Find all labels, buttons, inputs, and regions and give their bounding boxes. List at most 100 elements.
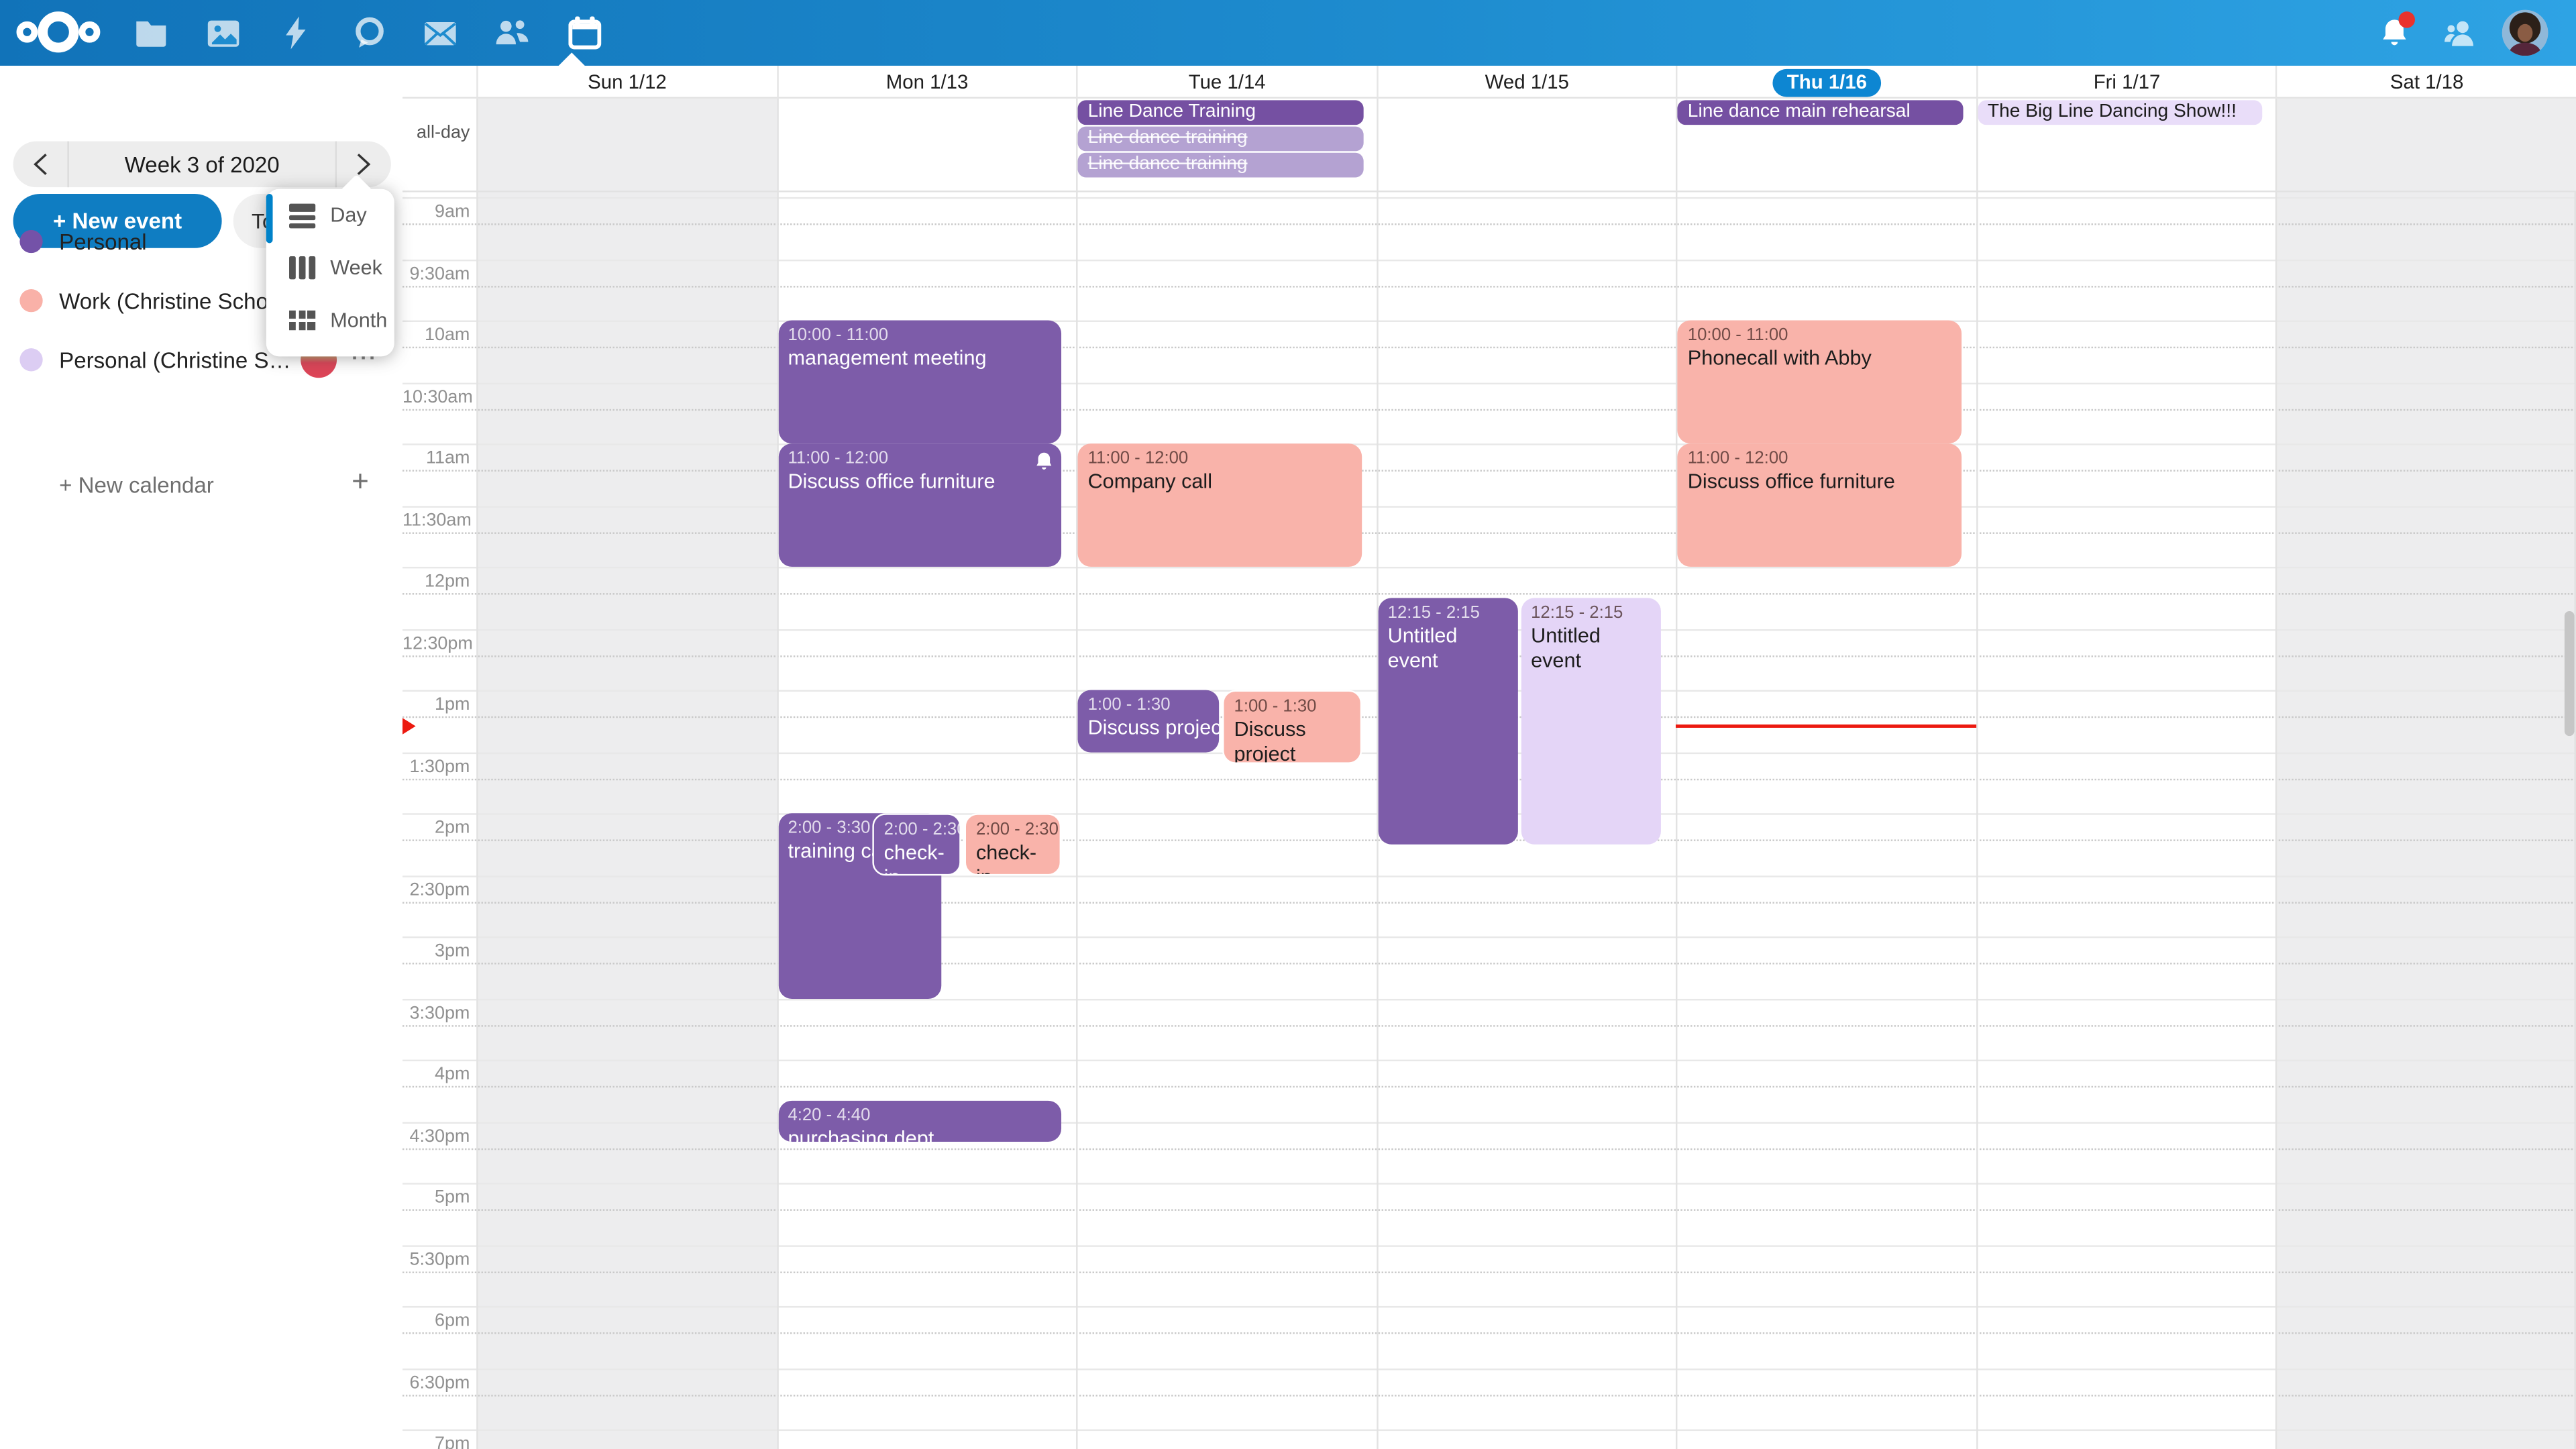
new-calendar-button[interactable]: + New calendar +: [0, 455, 402, 514]
files-icon[interactable]: [115, 0, 187, 66]
event-time: 1:00 - 1:30: [1087, 694, 1171, 715]
nextcloud-logo[interactable]: [16, 10, 101, 56]
talk-icon[interactable]: [333, 0, 406, 66]
half-slot-gridline: [402, 346, 2576, 349]
day-header-sat[interactable]: Sat 1/18: [2275, 65, 2576, 99]
column-border: [476, 192, 478, 1449]
half-slot-gridline: [402, 1393, 2576, 1396]
half-slot-gridline: [402, 963, 2576, 965]
user-avatar[interactable]: [2502, 9, 2548, 56]
half-slot-gridline: [402, 1024, 2576, 1026]
column-border: [1976, 192, 1978, 1449]
event-title: Company call: [1087, 470, 1213, 493]
all-day-event[interactable]: Line dance training: [1077, 152, 1363, 178]
half-slot-gridline: [402, 1147, 2576, 1150]
day-header-sun[interactable]: Sun 1/12: [476, 65, 776, 99]
event-time: 2:00 - 3:30: [788, 818, 871, 838]
column-border: [2275, 192, 2278, 1449]
event-phonecall-with-abby[interactable]: 10:00 - 11:00 Phonecall with Abby: [1678, 320, 1962, 444]
all-day-event[interactable]: Line dance main rehearsal: [1678, 100, 1964, 125]
time-label: 5:30pm: [409, 1249, 470, 1269]
week-navigation: Week 3 of 2020: [13, 141, 391, 188]
time-label: 10am: [424, 325, 470, 345]
calendar-icon[interactable]: [549, 0, 621, 66]
hour-gridline: [402, 258, 2576, 261]
new-event-button[interactable]: + New event: [13, 193, 222, 248]
event-management-meeting[interactable]: 10:00 - 11:00 management meeting: [777, 320, 1062, 444]
event-title: purchasing dept conversation: [788, 1126, 934, 1142]
previous-week-button[interactable]: [13, 142, 68, 188]
menu-item-week[interactable]: Week: [266, 241, 394, 294]
plus-icon: +: [352, 465, 369, 498]
day-label: Fri 1/17: [2093, 70, 2161, 94]
hour-gridline: [402, 998, 2576, 1000]
current-time-line: [1676, 724, 1976, 729]
reminder-bell-icon: [1035, 450, 1053, 480]
half-slot-gridline: [402, 1332, 2576, 1334]
contacts-icon[interactable]: [476, 0, 549, 66]
half-slot-gridline: [402, 223, 2576, 225]
time-label: 2:30pm: [409, 879, 470, 900]
vertical-scrollbar-thumb[interactable]: [2564, 611, 2575, 737]
event-title: Discuss project announcement: [1087, 716, 1220, 740]
calendar-color-dot: [19, 289, 43, 313]
calendar-list-item[interactable]: Work (Christine Schott): [0, 271, 402, 330]
hour-gridline: [402, 1305, 2576, 1308]
event-discuss-office-furniture[interactable]: 11:00 - 12:00 Discuss office furniture: [777, 443, 1062, 567]
day-header-mon[interactable]: Mon 1/13: [776, 65, 1076, 99]
calendar-sidebar: Week 3 of 2020 + New event Today Persona…: [0, 65, 402, 1449]
activity-icon[interactable]: [260, 0, 332, 66]
column-border: [1676, 192, 1678, 1449]
time-label: 3:30pm: [409, 1003, 470, 1023]
half-slot-gridline: [402, 470, 2576, 472]
day-label: Tue 1/14: [1188, 70, 1266, 94]
day-header-tue[interactable]: Tue 1/14: [1076, 65, 1376, 99]
notifications-bell-icon[interactable]: [2357, 0, 2430, 66]
all-day-event[interactable]: The Big Line Dancing Show!!!: [1978, 100, 2263, 125]
next-week-button[interactable]: [337, 142, 391, 188]
day-header-thu[interactable]: Thu 1/16: [1676, 65, 1976, 99]
all-day-event[interactable]: Line dance training: [1077, 126, 1363, 152]
event-time: 10:00 - 11:00: [1687, 325, 1788, 345]
current-week-label[interactable]: Week 3 of 2020: [124, 152, 280, 177]
menu-item-month[interactable]: Month: [266, 294, 394, 346]
half-slot-gridline: [402, 1271, 2576, 1273]
calendar-name: Personal (Christine Schott): [59, 347, 292, 372]
day-label: Mon 1/13: [885, 70, 969, 94]
calendar-name: Work (Christine Schott): [59, 288, 288, 313]
photos-icon[interactable]: [187, 0, 260, 66]
month-icon: [289, 311, 315, 330]
calendar-list-item[interactable]: Personal: [0, 212, 402, 271]
menu-item-day[interactable]: Day: [266, 189, 394, 241]
all-day-event[interactable]: Line Dance Training: [1077, 100, 1363, 125]
calendar-color-dot: [19, 229, 43, 254]
event-time: 11:00 - 12:00: [1087, 448, 1189, 468]
hour-gridline: [402, 1183, 2576, 1185]
day-header-wed[interactable]: Wed 1/15: [1376, 65, 1676, 99]
time-label: 6:30pm: [409, 1373, 470, 1393]
event-title: check-in: [883, 841, 945, 873]
day-header-fri[interactable]: Fri 1/17: [1976, 65, 2276, 99]
header-contacts-icon[interactable]: [2423, 0, 2496, 66]
column-border: [1376, 98, 1378, 191]
event-title: Phonecall with Abby: [1687, 346, 1872, 370]
event-time: 11:00 - 12:00: [788, 448, 889, 468]
hour-gridline: [402, 320, 2576, 322]
logo-circle-right: [78, 21, 101, 43]
hour-gridline: [402, 1429, 2576, 1432]
today-pill: Thu 1/16: [1772, 68, 1882, 97]
column-border: [776, 192, 778, 1449]
event-untitled-event[interactable]: 12:15 - 2:15 Untitled event: [1521, 597, 1662, 845]
time-label: 12pm: [424, 572, 470, 592]
event-discuss-office-furniture[interactable]: 11:00 - 12:00 Discuss office furniture: [1678, 443, 1962, 567]
event-untitled-event[interactable]: 12:15 - 2:15 Untitled event: [1377, 597, 1517, 845]
half-slot-gridline: [402, 284, 2576, 287]
event-company-call[interactable]: 11:00 - 12:00 Company call: [1077, 443, 1362, 567]
mail-icon[interactable]: [404, 0, 476, 66]
day-label: Sun 1/12: [588, 70, 667, 94]
